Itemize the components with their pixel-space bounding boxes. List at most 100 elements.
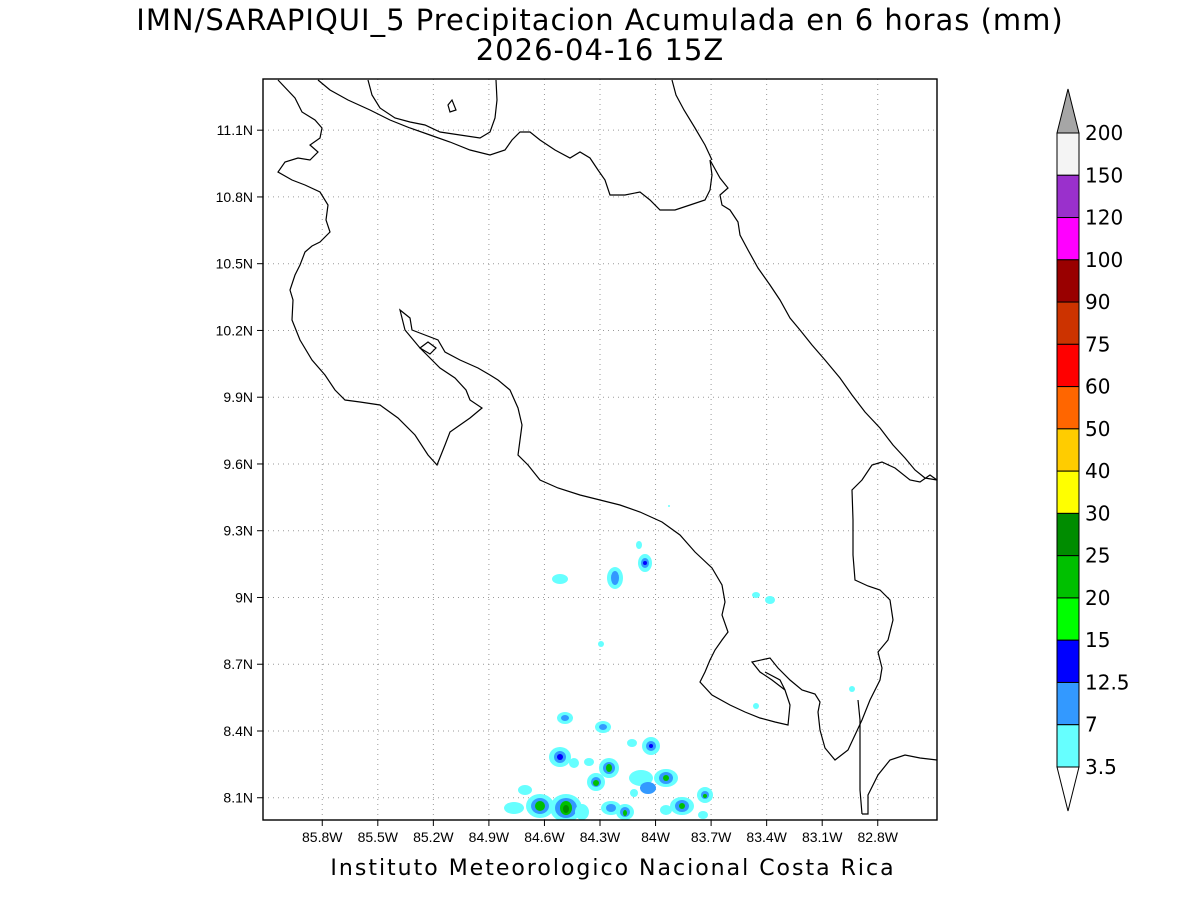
lat-tick-label: 10.2N xyxy=(216,322,253,338)
lat-tick-label: 9N xyxy=(235,589,253,605)
chart-subtitle-datetime: 2026-04-16 15Z xyxy=(475,33,725,67)
credit-text: Instituto Meteorologico Nacional Costa R… xyxy=(330,856,896,881)
border-line xyxy=(367,79,498,139)
colorbar-level-label: 50 xyxy=(1085,417,1110,441)
colorbar-level-label: 12.5 xyxy=(1085,670,1130,694)
colorbar-level-label: 150 xyxy=(1085,163,1123,187)
colorbar-swatch xyxy=(1056,217,1080,261)
colorbar-swatch xyxy=(1056,639,1080,683)
lon-tick-label: 83.1W xyxy=(802,829,843,845)
longitude-tick-labels: 85.8W 85.5W 85.2W 84.9W 84.6W 84.3W 84W 83.7W 83… xyxy=(302,829,899,845)
precipitation-field xyxy=(504,505,855,820)
border-line xyxy=(277,79,937,761)
rain-cell xyxy=(561,715,569,721)
colorbar-swatch xyxy=(1056,343,1080,388)
colorbar-swatch xyxy=(1056,470,1080,514)
colorbar-level-label: 3.5 xyxy=(1085,755,1117,779)
colorbar-level-label: 100 xyxy=(1085,248,1123,272)
chart-title: IMN/SARAPIQUI_5 Precipitacion Acumulada … xyxy=(136,3,1064,37)
rain-cell xyxy=(849,686,855,692)
rain-cell xyxy=(623,810,627,816)
rain-cell xyxy=(518,785,532,795)
colorbar-level-label: 40 xyxy=(1085,459,1110,483)
lon-tick-label: 82.8W xyxy=(858,829,899,845)
lon-tick-label: 85.5W xyxy=(358,829,399,845)
colorbar-level-label: 7 xyxy=(1085,713,1098,737)
colorbar-swatch xyxy=(1056,428,1080,472)
lat-tick-label: 11.1N xyxy=(217,122,253,138)
colorbar-swatch xyxy=(1056,724,1080,768)
rain-cell xyxy=(629,770,653,786)
lon-tick-label: 85.8W xyxy=(302,829,343,845)
rain-cell xyxy=(569,758,579,768)
rain-cell xyxy=(584,758,594,766)
rain-cell xyxy=(606,764,612,772)
colorbar-swatch xyxy=(1056,386,1080,430)
colorbar-swatch xyxy=(1056,174,1080,219)
colorbar-level-label: 30 xyxy=(1085,501,1110,525)
lon-tick-label: 84.6W xyxy=(524,829,565,845)
border-line xyxy=(857,699,863,815)
rain-cell xyxy=(611,571,619,585)
lat-tick-label: 8.7N xyxy=(223,656,253,672)
rain-cell xyxy=(643,561,647,565)
rain-cell xyxy=(627,739,637,747)
island xyxy=(418,341,437,355)
rain-cell xyxy=(552,574,568,584)
lon-tick-label: 84.3W xyxy=(580,829,621,845)
border-line xyxy=(317,79,937,481)
rain-cell xyxy=(535,801,545,811)
island xyxy=(447,98,457,113)
map-gridlines xyxy=(263,79,937,820)
lat-tick-label: 10.8N xyxy=(216,189,253,205)
lat-tick-label: 8.1N xyxy=(223,790,253,806)
rain-cell xyxy=(575,804,589,820)
lat-tick-label: 10.5N xyxy=(216,256,253,272)
colorbar: 200 150 120 100 90 75 60 50 40 30 25 20 15 12.5 7 3.5 xyxy=(1056,88,1130,812)
lat-tick-label: 8.4N xyxy=(223,723,253,739)
rain-cell xyxy=(698,811,708,819)
colorbar-swatch xyxy=(1056,555,1080,599)
latitude-tick-labels: 8.1N 8.4N 8.7N 9N 9.3N 9.6N 9.9N 10.2N 10.5N 10.8… xyxy=(216,122,253,806)
colorbar-level-label: 90 xyxy=(1085,290,1110,314)
lon-tick-label: 83.4W xyxy=(746,829,787,845)
lon-tick-label: 85.2W xyxy=(413,829,454,845)
lon-tick-label: 84.9W xyxy=(469,829,510,845)
border-line xyxy=(862,754,937,815)
border-line xyxy=(764,671,786,691)
axis-ticks xyxy=(257,129,879,826)
colorbar-swatch xyxy=(1056,681,1080,726)
lon-tick-label: 83.7W xyxy=(691,829,732,845)
rain-cell xyxy=(753,703,759,709)
colorbar-level-label: 75 xyxy=(1085,332,1110,356)
rain-cell xyxy=(504,802,524,814)
rain-cell xyxy=(649,744,653,748)
lat-tick-label: 9.9N xyxy=(223,389,253,405)
rain-cell xyxy=(703,794,707,798)
colorbar-min-arrow xyxy=(1056,766,1080,812)
colorbar-level-label: 25 xyxy=(1085,544,1110,568)
colorbar-level-label: 60 xyxy=(1085,375,1110,399)
colorbar-swatch xyxy=(1056,259,1080,303)
rain-cell xyxy=(593,780,599,786)
border-line xyxy=(671,79,713,161)
rain-cell xyxy=(636,541,642,549)
rain-cell xyxy=(606,804,616,812)
lat-tick-label: 9.6N xyxy=(223,456,253,472)
lon-tick-label: 84W xyxy=(641,829,671,845)
rain-cell xyxy=(598,641,604,647)
colorbar-swatch xyxy=(1056,597,1080,641)
rain-cell xyxy=(679,803,685,809)
rain-cell xyxy=(630,789,638,797)
colorbar-level-label: 200 xyxy=(1085,121,1123,145)
rain-cell xyxy=(563,805,569,813)
colorbar-swatch xyxy=(1056,132,1080,176)
rain-cell xyxy=(752,592,760,598)
lat-tick-label: 9.3N xyxy=(223,523,253,539)
colorbar-swatch xyxy=(1056,512,1080,557)
coastline xyxy=(277,79,937,815)
colorbar-level-label: 20 xyxy=(1085,586,1110,610)
rain-cell xyxy=(557,754,563,760)
rain-cell xyxy=(599,724,607,730)
